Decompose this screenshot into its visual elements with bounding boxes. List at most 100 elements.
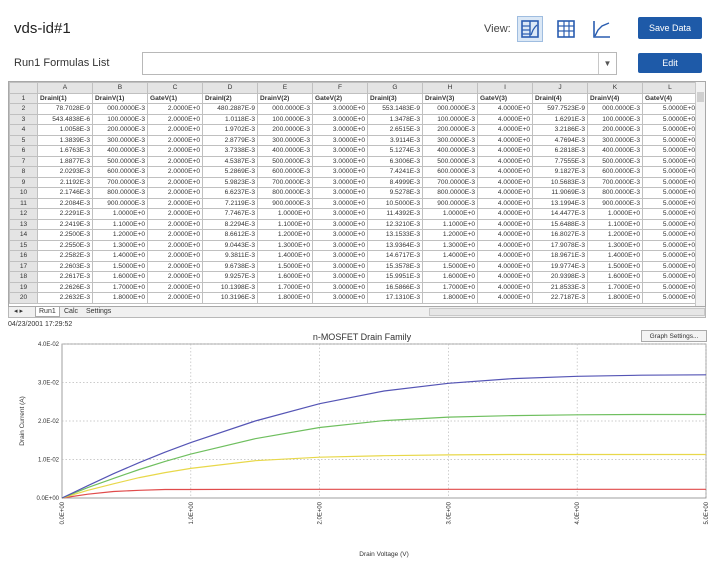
table-cell[interactable]: 1.7000E+0 [422, 281, 478, 293]
vertical-scrollbar[interactable] [695, 82, 705, 306]
table-cell[interactable]: 200.0000E-3 [587, 124, 643, 136]
table-cell[interactable]: 5.2869E-3 [202, 166, 258, 178]
table-cell[interactable]: 3.0000E+0 [312, 260, 368, 272]
table-cell[interactable]: 500.0000E-3 [587, 155, 643, 167]
row-number[interactable]: 7 [9, 155, 38, 167]
graph-settings-button[interactable]: Graph Settings... [641, 330, 707, 342]
header-cell[interactable]: DrainV(3) [422, 92, 478, 104]
table-cell[interactable]: 3.0000E+0 [312, 197, 368, 209]
table-cell[interactable]: 3.0000E+0 [312, 281, 368, 293]
table-cell[interactable]: 600.0000E-3 [92, 166, 148, 178]
table-cell[interactable]: 1.4000E+0 [587, 250, 643, 262]
table-cell[interactable]: 7.4241E-3 [367, 166, 423, 178]
table-cell[interactable]: 4.0000E+0 [477, 229, 533, 241]
table-cell[interactable]: 1.0118E-3 [202, 113, 258, 125]
table-cell[interactable]: 22.7187E-3 [532, 292, 588, 304]
table-cell[interactable]: 1.8000E+0 [587, 292, 643, 304]
table-cell[interactable]: 6.3006E-3 [367, 155, 423, 167]
table-cell[interactable]: 2.0293E-3 [37, 166, 93, 178]
table-cell[interactable]: 4.0000E+0 [477, 145, 533, 157]
view-graph-button[interactable] [589, 16, 615, 42]
formulas-list-select[interactable]: ▼ [142, 52, 617, 75]
table-cell[interactable]: 3.0000E+0 [312, 218, 368, 230]
table-cell[interactable]: 2.2291E-3 [37, 208, 93, 220]
table-cell[interactable]: 1.6000E+0 [422, 271, 478, 283]
table-cell[interactable]: 000.0000E-3 [257, 103, 313, 115]
header-cell[interactable]: DrainV(4) [587, 92, 643, 104]
table-cell[interactable]: 400.0000E-3 [257, 145, 313, 157]
table-cell[interactable]: 800.0000E-3 [422, 187, 478, 199]
table-cell[interactable]: 2.2084E-3 [37, 197, 93, 209]
table-cell[interactable]: 15.6488E-3 [532, 218, 588, 230]
table-cell[interactable]: 3.0000E+0 [312, 166, 368, 178]
table-cell[interactable]: 19.9774E-3 [532, 260, 588, 272]
table-cell[interactable]: 3.0000E+0 [312, 124, 368, 136]
row-number[interactable]: 2 [9, 103, 38, 115]
table-cell[interactable]: 5.0000E+0 [642, 281, 698, 293]
table-cell[interactable]: 2.0000E+0 [147, 187, 203, 199]
column-header[interactable]: D [202, 82, 258, 94]
table-cell[interactable]: 1.6000E+0 [257, 271, 313, 283]
table-cell[interactable]: 1.0000E+0 [422, 208, 478, 220]
table-cell[interactable]: 6.6237E-3 [202, 187, 258, 199]
table-cell[interactable]: 5.0000E+0 [642, 103, 698, 115]
table-cell[interactable]: 500.0000E-3 [422, 155, 478, 167]
row-number[interactable]: 3 [9, 113, 38, 125]
column-header[interactable]: E [257, 82, 313, 94]
table-cell[interactable]: 3.0000E+0 [312, 208, 368, 220]
table-cell[interactable]: 9.9257E-3 [202, 271, 258, 283]
row-number[interactable]: 5 [9, 134, 38, 146]
table-cell[interactable]: 13.1994E-3 [532, 197, 588, 209]
table-cell[interactable]: 500.0000E-3 [257, 155, 313, 167]
row-number[interactable]: 9 [9, 176, 38, 188]
table-cell[interactable]: 2.0000E+0 [147, 260, 203, 272]
table-cell[interactable]: 2.0000E+0 [147, 271, 203, 283]
table-cell[interactable]: 5.0000E+0 [642, 176, 698, 188]
table-cell[interactable]: 11.9069E-3 [532, 187, 588, 199]
table-cell[interactable]: 2.2550E-3 [37, 239, 93, 251]
table-cell[interactable]: 8.4999E-3 [367, 176, 423, 188]
table-cell[interactable]: 4.7694E-3 [532, 134, 588, 146]
table-cell[interactable]: 5.0000E+0 [642, 260, 698, 272]
table-cell[interactable]: 800.0000E-3 [92, 187, 148, 199]
row-number[interactable]: 8 [9, 166, 38, 178]
table-cell[interactable]: 600.0000E-3 [257, 166, 313, 178]
table-cell[interactable]: 9.6738E-3 [202, 260, 258, 272]
table-cell[interactable]: 100.0000E-3 [257, 113, 313, 125]
table-cell[interactable]: 1.2000E+0 [422, 229, 478, 241]
table-cell[interactable]: 2.0000E+0 [147, 250, 203, 262]
table-cell[interactable]: 5.0000E+0 [642, 155, 698, 167]
header-cell[interactable]: GateV(1) [147, 92, 203, 104]
table-cell[interactable]: 2.0000E+0 [147, 124, 203, 136]
table-cell[interactable]: 1.5000E+0 [587, 260, 643, 272]
table-cell[interactable]: 1.6291E-3 [532, 113, 588, 125]
table-cell[interactable]: 4.0000E+0 [477, 166, 533, 178]
column-header[interactable]: B [92, 82, 148, 94]
header-cell[interactable]: DrainI(4) [532, 92, 588, 104]
row-number[interactable]: 18 [9, 271, 38, 283]
row-number[interactable]: 1 [9, 92, 38, 104]
table-cell[interactable]: 2.0000E+0 [147, 134, 203, 146]
table-cell[interactable]: 2.0000E+0 [147, 239, 203, 251]
header-cell[interactable]: DrainV(2) [257, 92, 313, 104]
table-cell[interactable]: 1.1000E+0 [257, 218, 313, 230]
table-cell[interactable]: 17.9078E-3 [532, 239, 588, 251]
table-cell[interactable]: 300.0000E-3 [422, 134, 478, 146]
table-cell[interactable]: 400.0000E-3 [587, 145, 643, 157]
row-number[interactable]: 15 [9, 239, 38, 251]
table-cell[interactable]: 17.1310E-3 [367, 292, 423, 304]
table-cell[interactable]: 4.5387E-3 [202, 155, 258, 167]
table-cell[interactable]: 10.5000E-3 [367, 197, 423, 209]
table-cell[interactable]: 4.0000E+0 [477, 197, 533, 209]
table-cell[interactable]: 800.0000E-3 [257, 187, 313, 199]
table-cell[interactable]: 5.0000E+0 [642, 208, 698, 220]
header-cell[interactable]: DrainI(1) [37, 92, 93, 104]
table-cell[interactable]: 1.5000E+0 [92, 260, 148, 272]
table-cell[interactable]: 4.0000E+0 [477, 208, 533, 220]
table-cell[interactable]: 3.0000E+0 [312, 271, 368, 283]
table-cell[interactable]: 200.0000E-3 [422, 124, 478, 136]
table-cell[interactable]: 2.0000E+0 [147, 113, 203, 125]
table-cell[interactable]: 16.5866E-3 [367, 281, 423, 293]
table-cell[interactable]: 3.0000E+0 [312, 176, 368, 188]
table-cell[interactable]: 1.0000E+0 [257, 208, 313, 220]
